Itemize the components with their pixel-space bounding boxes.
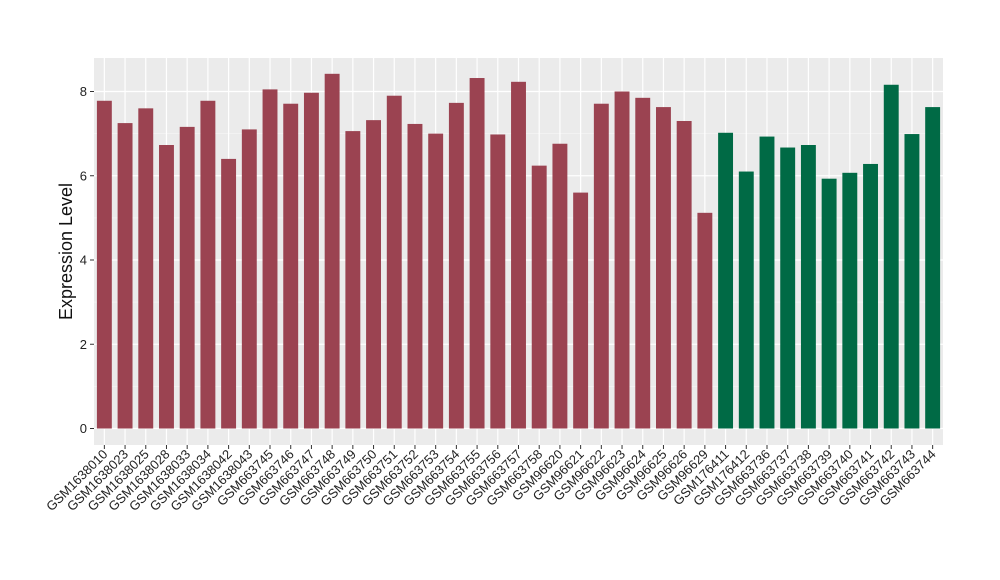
bar bbox=[303, 92, 319, 429]
bar bbox=[241, 129, 257, 429]
y-axis-title: Expression Level bbox=[56, 183, 76, 320]
bar bbox=[656, 107, 671, 429]
bar bbox=[800, 145, 816, 429]
bar bbox=[96, 100, 112, 429]
bar bbox=[552, 143, 568, 429]
bar bbox=[738, 171, 754, 429]
y-tick-label: 4 bbox=[80, 253, 87, 268]
bar bbox=[573, 192, 589, 429]
bar bbox=[345, 131, 361, 429]
bar bbox=[117, 123, 133, 429]
bar bbox=[386, 95, 402, 429]
bar bbox=[759, 136, 775, 429]
y-tick-label: 6 bbox=[80, 168, 87, 183]
bar bbox=[676, 120, 692, 429]
bar bbox=[448, 102, 464, 429]
bar bbox=[821, 178, 837, 429]
bar bbox=[780, 147, 796, 429]
bar bbox=[200, 100, 216, 429]
bar bbox=[904, 134, 920, 429]
bar bbox=[511, 81, 526, 429]
bar bbox=[593, 103, 609, 429]
bar bbox=[925, 107, 941, 429]
bar bbox=[883, 84, 899, 429]
bar bbox=[531, 165, 547, 429]
bar bbox=[428, 133, 444, 429]
bar bbox=[635, 97, 651, 429]
bar bbox=[262, 89, 278, 429]
y-tick-label: 8 bbox=[80, 84, 87, 99]
bar bbox=[138, 108, 154, 429]
bar bbox=[842, 172, 858, 429]
bar bbox=[718, 132, 734, 429]
bar bbox=[324, 73, 340, 429]
y-tick-label: 0 bbox=[80, 421, 87, 436]
bar bbox=[366, 120, 381, 429]
bar bbox=[614, 91, 630, 429]
bar bbox=[863, 163, 878, 429]
y-tick-label: 2 bbox=[80, 337, 87, 352]
bar bbox=[490, 134, 506, 429]
bar bbox=[283, 103, 299, 429]
bars bbox=[96, 73, 941, 429]
bar bbox=[469, 78, 485, 429]
bar bbox=[179, 126, 195, 429]
bar bbox=[697, 212, 713, 429]
bar bbox=[221, 158, 237, 429]
bar bbox=[407, 123, 423, 429]
x-axis: GSM1638010GSM1638023GSM1638025GSM1638028… bbox=[43, 445, 939, 514]
y-axis: 0 2 4 6 8 bbox=[80, 84, 94, 436]
bar bbox=[159, 145, 174, 429]
